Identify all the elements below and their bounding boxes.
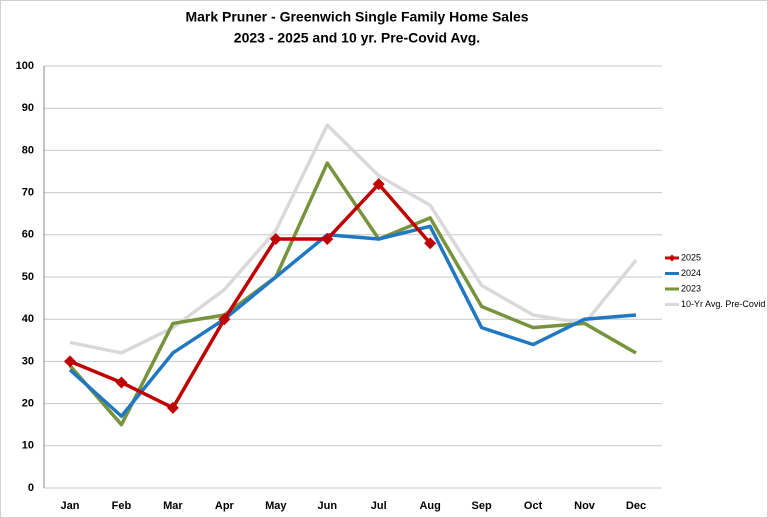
y-tick-label: 20 bbox=[22, 398, 34, 410]
x-tick-label: Aug bbox=[419, 500, 440, 512]
y-tick-label: 10 bbox=[22, 440, 34, 452]
x-tick-label: Apr bbox=[215, 500, 235, 512]
data-point bbox=[218, 313, 231, 326]
x-tick-label: Jan bbox=[61, 500, 80, 512]
legend-label: 2024 bbox=[681, 268, 701, 278]
y-tick-label: 60 bbox=[22, 229, 34, 241]
data-point bbox=[166, 401, 179, 414]
x-tick-label: Dec bbox=[626, 500, 646, 512]
data-point bbox=[321, 233, 334, 246]
y-tick-label: 40 bbox=[22, 313, 34, 325]
x-tick-label: Jun bbox=[317, 500, 337, 512]
x-tick-label: May bbox=[265, 500, 287, 512]
series-line bbox=[68, 161, 637, 427]
x-tick-label: Mar bbox=[163, 500, 183, 512]
x-tick-label: Sep bbox=[472, 500, 492, 512]
series-line bbox=[69, 123, 638, 355]
x-tick-label: Oct bbox=[524, 500, 543, 512]
y-tick-label: 50 bbox=[22, 271, 34, 283]
y-tick-label: 30 bbox=[22, 355, 34, 367]
data-point bbox=[372, 178, 385, 191]
legend-label: 2025 bbox=[681, 252, 701, 262]
data-point bbox=[64, 355, 76, 368]
x-tick-label: Nov bbox=[574, 500, 596, 512]
chart-title: Mark Pruner - Greenwich Single Family Ho… bbox=[185, 9, 528, 25]
legend-label: 10-Yr Avg. Pre-Covid bbox=[681, 299, 765, 309]
legend-marker bbox=[668, 254, 676, 262]
y-tick-label: 100 bbox=[16, 60, 34, 72]
series-line bbox=[68, 224, 637, 419]
x-tick-label: Jul bbox=[371, 500, 387, 512]
y-tick-label: 90 bbox=[22, 102, 34, 114]
chart-subtitle: 2023 - 2025 and 10 yr. Pre-Covid Avg. bbox=[234, 30, 480, 46]
y-tick-label: 0 bbox=[28, 482, 34, 494]
legend-label: 2023 bbox=[681, 283, 701, 293]
data-point bbox=[269, 233, 282, 246]
y-tick-label: 80 bbox=[22, 144, 34, 156]
series-line bbox=[69, 182, 432, 410]
x-tick-label: Feb bbox=[112, 500, 132, 512]
y-tick-label: 70 bbox=[22, 187, 34, 199]
data-point bbox=[115, 376, 128, 389]
data-point bbox=[424, 237, 437, 250]
